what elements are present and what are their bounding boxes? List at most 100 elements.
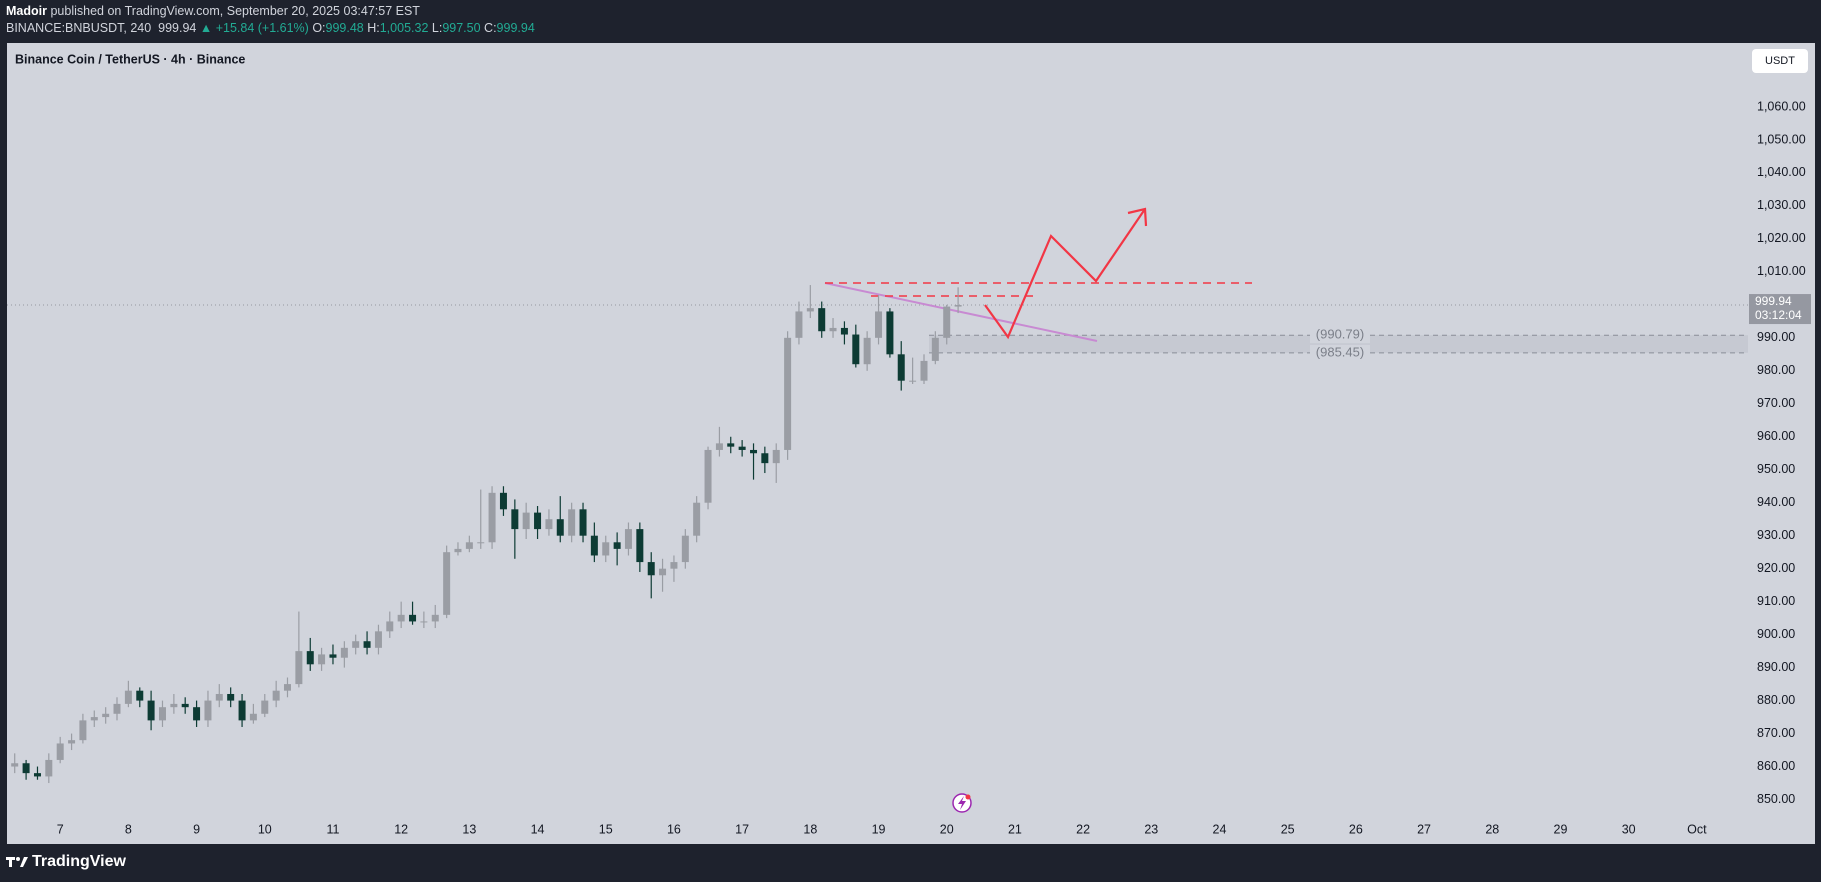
candle-body <box>318 654 326 665</box>
projection-path <box>984 208 1146 340</box>
candle-body <box>681 535 689 563</box>
candle-body <box>374 631 382 648</box>
candle-body <box>431 614 439 622</box>
x-tick-label: 15 <box>599 822 613 836</box>
candle-body <box>499 492 507 510</box>
x-tick-label: 23 <box>1144 822 1158 836</box>
candle-body <box>295 651 303 685</box>
currency: USDT <box>1765 55 1795 67</box>
ohlc-o: O:999.48 <box>312 21 363 35</box>
y-tick-label: 910.00 <box>1757 594 1795 608</box>
candle-body <box>420 621 428 623</box>
candle-body <box>90 717 98 721</box>
header: Madoir published on TradingView.com, Sep… <box>6 3 535 37</box>
candle-body <box>545 519 553 530</box>
y-tick-label: 930.00 <box>1757 528 1795 542</box>
level-label-bg <box>1310 327 1370 344</box>
x-tick-label: 18 <box>803 822 817 836</box>
ohlc-key: O: <box>312 21 326 35</box>
candle-body <box>954 305 962 307</box>
x-tick-label: 22 <box>1076 822 1090 836</box>
candle-body <box>181 703 189 708</box>
y-tick-label: 970.00 <box>1757 396 1795 410</box>
x-tick-label: 27 <box>1417 822 1431 836</box>
candle-body <box>795 311 803 338</box>
x-tick-label: 16 <box>667 822 681 836</box>
x-tick-label: 19 <box>872 822 886 836</box>
candle-body <box>22 763 30 774</box>
candle-body <box>465 542 473 549</box>
y-tick-label: 960.00 <box>1757 429 1795 443</box>
y-tick-label: 890.00 <box>1757 660 1795 674</box>
candle-body <box>931 337 939 361</box>
candle-body <box>136 690 144 701</box>
ohlc-key: C: <box>484 21 497 35</box>
candle-body <box>363 641 371 648</box>
candle-body <box>693 502 701 536</box>
x-tick-label: 7 <box>57 822 64 836</box>
y-tick-label: 1,040.00 <box>1757 165 1806 179</box>
candle-body <box>556 519 564 536</box>
brand: TradingView <box>32 853 126 870</box>
candle-body <box>738 446 746 450</box>
candle-body <box>761 453 769 464</box>
plot-background <box>7 43 1815 844</box>
published: published on TradingView.com, September … <box>50 4 420 18</box>
currency-box[interactable] <box>1752 49 1808 73</box>
candle-body <box>409 614 417 622</box>
x-tick-label: 26 <box>1349 822 1363 836</box>
candle-body <box>852 334 860 365</box>
y-tick-label: 900.00 <box>1757 627 1795 641</box>
y-tick-label: 870.00 <box>1757 726 1795 740</box>
x-tick-label: 17 <box>735 822 749 836</box>
countdown-label: 03:12:04 <box>1755 308 1802 322</box>
candle-body <box>204 700 212 721</box>
x-tick-label: 10 <box>258 822 272 836</box>
candle-body <box>727 443 735 447</box>
y-tick-label: 950.00 <box>1757 462 1795 476</box>
candle-body <box>897 354 905 381</box>
candle-body <box>158 707 166 721</box>
ohlc-value: 1,005.32 <box>379 21 429 35</box>
candle-body <box>886 311 894 355</box>
y-tick-label: 940.00 <box>1757 495 1795 509</box>
header-line: Madoir published on TradingView.com, Sep… <box>6 3 535 20</box>
candle-body <box>397 614 405 622</box>
price: 999.94 <box>158 21 197 35</box>
candle-body <box>45 759 53 777</box>
candle-body <box>920 360 928 381</box>
author: Madoir <box>6 4 47 18</box>
candle-body <box>147 700 155 721</box>
arrow-head <box>1127 207 1148 227</box>
candle-body <box>647 562 655 576</box>
candle-body <box>659 568 667 576</box>
y-tick-label: 990.00 <box>1757 330 1795 344</box>
candle-body <box>102 713 110 718</box>
event-icon-bolt <box>958 796 966 810</box>
candle-body <box>283 684 291 691</box>
y-tick-label: 920.00 <box>1757 561 1795 575</box>
candle-body <box>454 548 462 553</box>
candle-body <box>636 529 644 563</box>
last-price-tag <box>1749 294 1811 325</box>
x-tick-label: 20 <box>940 822 954 836</box>
candle-body <box>579 509 587 536</box>
candle-body <box>170 703 178 708</box>
candle-body <box>33 773 41 777</box>
x-tick-label: Oct <box>1687 822 1707 836</box>
candle-body <box>840 327 848 335</box>
x-tick-label: 13 <box>462 822 476 836</box>
x-tick-label: 11 <box>326 822 339 836</box>
candle-body <box>670 562 678 569</box>
chart-title: Binance Coin / TetherUS · 4h · Binance <box>15 52 245 66</box>
candle-body <box>272 690 280 701</box>
ohlc-key: L: <box>431 21 443 35</box>
x-tick-label: 25 <box>1281 822 1295 836</box>
level-label: (985.45) <box>1316 344 1364 359</box>
candle-body <box>772 449 780 464</box>
candle-body <box>238 700 246 721</box>
ohlc-c: C:999.94 <box>484 21 535 35</box>
candle-body <box>624 529 632 549</box>
